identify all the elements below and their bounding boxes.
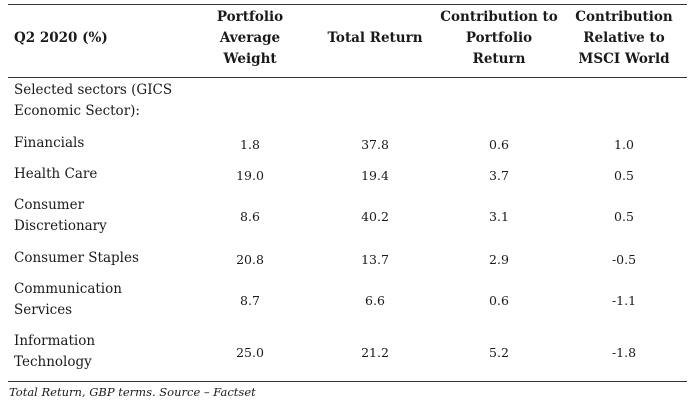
row-contribution: 3.7: [489, 168, 509, 183]
row-weight: 20.8: [236, 252, 264, 267]
row-total-return: 37.8: [361, 137, 389, 152]
sector-line: Discretionary: [14, 218, 107, 234]
row-sector-label: Financials: [14, 133, 184, 154]
row-relative: -1.8: [611, 345, 637, 360]
row-sector-label: Information Technology: [14, 331, 184, 373]
header-total-return: Total Return: [327, 30, 423, 46]
sector-line: Communication: [14, 281, 122, 297]
header-contribution-relative-msci: Contribution Relative to MSCI World: [564, 7, 684, 70]
section-label-line: Selected sectors (GICS: [14, 82, 173, 98]
table-top-rule: [8, 4, 687, 5]
header-line: Contribution: [575, 9, 673, 25]
row-weight: 1.8: [240, 137, 260, 152]
row-relative: 1.0: [614, 137, 634, 152]
sector-line: Consumer: [14, 197, 85, 213]
row-relative: -1.1: [611, 293, 637, 308]
header-contribution-to-portfolio-return: Contribution to Portfolio Return: [434, 7, 564, 70]
source-footnote: Total Return, GBP terms. Source – Factse…: [9, 385, 256, 399]
row-contribution: 3.1: [489, 209, 509, 224]
row-contribution: 5.2: [489, 345, 509, 360]
row-weight: 19.0: [236, 168, 264, 183]
sector-line: Technology: [14, 354, 92, 370]
table-bottom-rule: [8, 381, 687, 382]
row-weight: 8.6: [240, 209, 260, 224]
header-line: Portfolio: [465, 30, 533, 46]
row-relative: 0.5: [614, 209, 634, 224]
row-sector-label: Consumer Discretionary: [14, 195, 184, 237]
row-relative: -0.5: [611, 252, 637, 267]
sector-line: Information: [14, 333, 96, 349]
header-line: Average: [219, 30, 281, 46]
sector-line: Services: [14, 302, 73, 318]
row-total-return: 21.2: [361, 345, 389, 360]
sector-line: Consumer Staples: [14, 250, 139, 266]
row-total-return: 19.4: [361, 168, 389, 183]
header-period: Q2 2020 (%): [14, 30, 108, 46]
row-total-return: 13.7: [361, 252, 389, 267]
row-total-return: 40.2: [361, 209, 389, 224]
row-weight: 8.7: [240, 293, 260, 308]
section-label-line: Economic Sector):: [14, 103, 140, 119]
row-relative: 0.5: [614, 168, 634, 183]
row-total-return: 6.6: [365, 293, 385, 308]
header-bottom-rule: [8, 77, 687, 78]
row-sector-label: Consumer Staples: [14, 248, 184, 269]
row-sector-label: Communication Services: [14, 279, 184, 321]
sector-line: Health Care: [14, 166, 98, 182]
row-contribution: 0.6: [489, 137, 509, 152]
header-line: Return: [472, 51, 526, 67]
section-label: Selected sectors (GICS Economic Sector):: [14, 80, 214, 122]
header-line: Contribution to: [440, 9, 558, 25]
row-contribution: 0.6: [489, 293, 509, 308]
header-line: Relative to: [583, 30, 665, 46]
header-portfolio-average-weight: Portfolio Average Weight: [185, 7, 315, 70]
row-contribution: 2.9: [489, 252, 509, 267]
row-sector-label: Health Care: [14, 164, 184, 185]
header-line: Portfolio: [216, 9, 284, 25]
sector-line: Financials: [14, 135, 85, 151]
header-line: MSCI World: [578, 51, 670, 67]
row-weight: 25.0: [236, 345, 264, 360]
header-line: Weight: [223, 51, 277, 67]
